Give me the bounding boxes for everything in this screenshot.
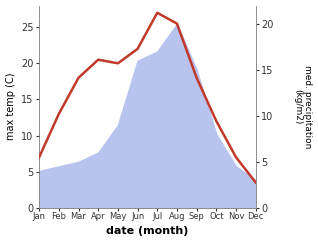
Y-axis label: med. precipitation
(kg/m2): med. precipitation (kg/m2) — [293, 65, 313, 148]
Y-axis label: max temp (C): max temp (C) — [5, 73, 16, 140]
X-axis label: date (month): date (month) — [106, 227, 189, 236]
